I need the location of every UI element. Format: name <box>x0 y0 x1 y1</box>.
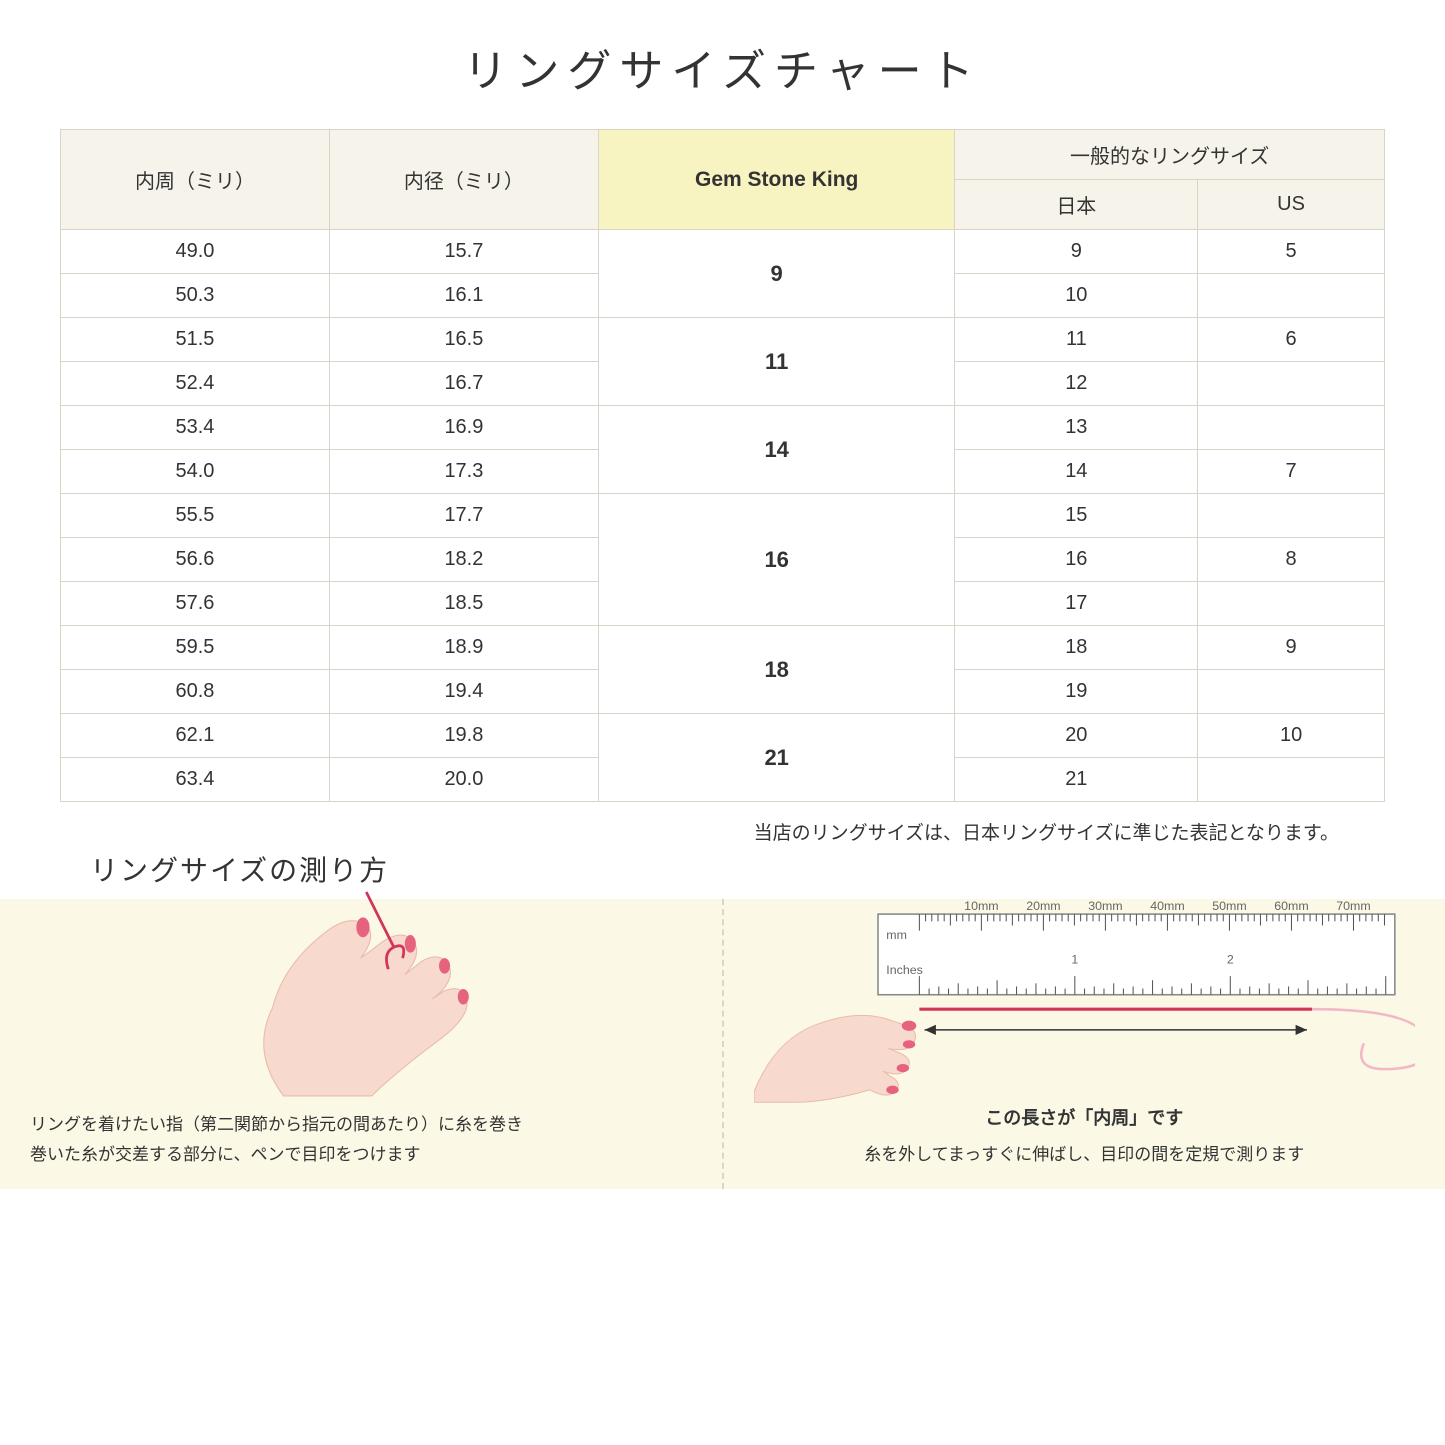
cell-us <box>1198 670 1385 714</box>
svg-text:50mm: 50mm <box>1212 899 1246 913</box>
cell-diameter: 16.7 <box>329 362 598 406</box>
cell-diameter: 20.0 <box>329 758 598 802</box>
cell-diameter: 19.8 <box>329 714 598 758</box>
table-row: 55.517.71615 <box>61 494 1385 538</box>
cell-us <box>1198 406 1385 450</box>
table-row: 51.516.511116 <box>61 318 1385 362</box>
cell-us: 10 <box>1198 714 1385 758</box>
cell-diameter: 18.2 <box>329 538 598 582</box>
cell-diameter: 15.7 <box>329 230 598 274</box>
instruction-text-left: リングを着けたい指（第二関節から指元の間あたり）に糸を巻き巻いた糸が交差する部分… <box>30 1110 692 1171</box>
cell-circumference: 54.0 <box>61 450 330 494</box>
cell-us <box>1198 758 1385 802</box>
cell-gsk: 11 <box>598 318 955 406</box>
cell-diameter: 18.9 <box>329 626 598 670</box>
col-diameter: 内径（ミリ） <box>329 130 598 230</box>
cell-circumference: 60.8 <box>61 670 330 714</box>
cell-gsk: 14 <box>598 406 955 494</box>
svg-text:20mm: 20mm <box>1026 899 1060 913</box>
cell-diameter: 16.9 <box>329 406 598 450</box>
cell-us: 7 <box>1198 450 1385 494</box>
cell-japan: 11 <box>955 318 1198 362</box>
page-title: リングサイズチャート <box>60 35 1385 99</box>
cell-circumference: 62.1 <box>61 714 330 758</box>
cell-japan: 16 <box>955 538 1198 582</box>
cell-us <box>1198 494 1385 538</box>
cell-circumference: 57.6 <box>61 582 330 626</box>
col-circumference: 内周（ミリ） <box>61 130 330 230</box>
cell-gsk: 16 <box>598 494 955 626</box>
cell-us <box>1198 362 1385 406</box>
cell-us <box>1198 582 1385 626</box>
col-general-group: 一般的なリングサイズ <box>955 130 1385 180</box>
cell-diameter: 19.4 <box>329 670 598 714</box>
svg-text:10mm: 10mm <box>964 899 998 913</box>
cell-japan: 19 <box>955 670 1198 714</box>
cell-us: 5 <box>1198 230 1385 274</box>
ruler-mm-label: mm <box>886 928 907 942</box>
col-japan: 日本 <box>955 180 1198 230</box>
measurement-caption: この長さが「内周」です <box>754 1104 1416 1130</box>
table-row: 49.015.7995 <box>61 230 1385 274</box>
cell-us: 6 <box>1198 318 1385 362</box>
cell-us <box>1198 274 1385 318</box>
table-row: 53.416.91413 <box>61 406 1385 450</box>
cell-japan: 21 <box>955 758 1198 802</box>
cell-japan: 9 <box>955 230 1198 274</box>
svg-text:1: 1 <box>1071 952 1078 966</box>
instruction-text-right: 糸を外してまっすぐに伸ばし、目印の間を定規で測ります <box>754 1140 1416 1171</box>
cell-japan: 20 <box>955 714 1198 758</box>
instruction-panel-measure: mm Inches 10mm 20mm 30mm 40mm 50mm 60mm 70mm 1… <box>724 899 1445 1189</box>
svg-text:40mm: 40mm <box>1150 899 1184 913</box>
hand-wrap-illustration <box>30 884 692 1110</box>
cell-circumference: 52.4 <box>61 362 330 406</box>
cell-diameter: 16.1 <box>329 274 598 318</box>
ruler-in-label: Inches <box>886 963 923 977</box>
ring-size-table: 内周（ミリ） 内径（ミリ） Gem Stone King 一般的なリングサイズ … <box>60 129 1385 802</box>
cell-diameter: 16.5 <box>329 318 598 362</box>
cell-japan: 10 <box>955 274 1198 318</box>
cell-us: 8 <box>1198 538 1385 582</box>
cell-japan: 18 <box>955 626 1198 670</box>
cell-japan: 17 <box>955 582 1198 626</box>
cell-gsk: 21 <box>598 714 955 802</box>
instruction-panel-wrap: リングを着けたい指（第二関節から指元の間あたり）に糸を巻き巻いた糸が交差する部分… <box>0 899 724 1189</box>
cell-circumference: 49.0 <box>61 230 330 274</box>
svg-text:30mm: 30mm <box>1088 899 1122 913</box>
cell-japan: 13 <box>955 406 1198 450</box>
measurement-heading: リングサイズの測り方 <box>90 849 1385 889</box>
cell-japan: 15 <box>955 494 1198 538</box>
cell-circumference: 50.3 <box>61 274 330 318</box>
col-gsk: Gem Stone King <box>598 130 955 230</box>
cell-japan: 14 <box>955 450 1198 494</box>
svg-text:70mm: 70mm <box>1336 899 1370 913</box>
svg-text:60mm: 60mm <box>1274 899 1308 913</box>
cell-circumference: 55.5 <box>61 494 330 538</box>
cell-diameter: 17.3 <box>329 450 598 494</box>
instructions-section: リングを着けたい指（第二関節から指元の間あたり）に糸を巻き巻いた糸が交差する部分… <box>0 899 1445 1189</box>
cell-diameter: 17.7 <box>329 494 598 538</box>
cell-japan: 12 <box>955 362 1198 406</box>
table-row: 59.518.918189 <box>61 626 1385 670</box>
table-note: 当店のリングサイズは、日本リングサイズに準じた表記となります。 <box>60 818 1379 845</box>
cell-gsk: 18 <box>598 626 955 714</box>
cell-diameter: 18.5 <box>329 582 598 626</box>
cell-us: 9 <box>1198 626 1385 670</box>
cell-circumference: 59.5 <box>61 626 330 670</box>
svg-text:2: 2 <box>1226 952 1233 966</box>
cell-circumference: 63.4 <box>61 758 330 802</box>
ruler-illustration: mm Inches 10mm 20mm 30mm 40mm 50mm 60mm 70mm 1… <box>754 893 1416 1105</box>
cell-circumference: 56.6 <box>61 538 330 582</box>
table-row: 62.119.8212010 <box>61 714 1385 758</box>
col-us: US <box>1198 180 1385 230</box>
cell-circumference: 53.4 <box>61 406 330 450</box>
cell-circumference: 51.5 <box>61 318 330 362</box>
cell-gsk: 9 <box>598 230 955 318</box>
